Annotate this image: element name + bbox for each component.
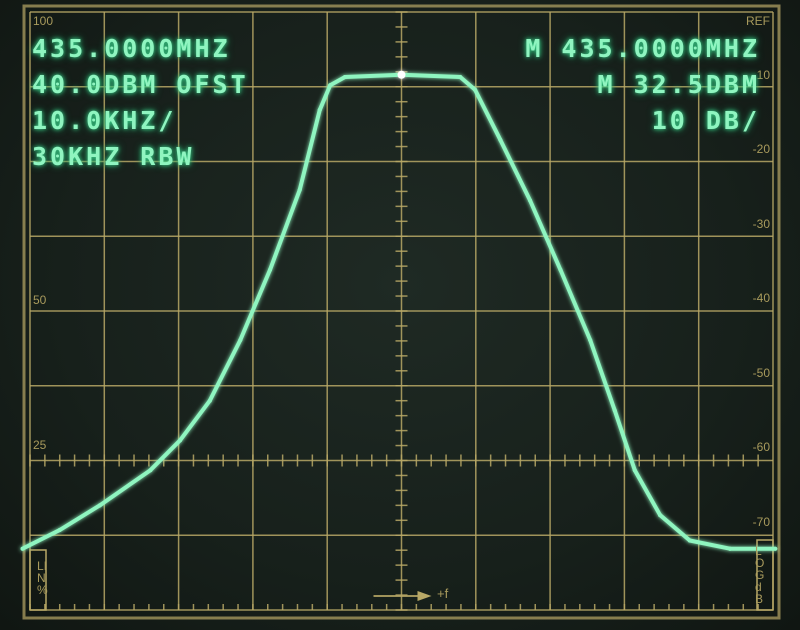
- trace-segment: [473, 87, 503, 142]
- reference-offset-readout: 40.0DBM OFST: [32, 70, 249, 99]
- trace-point: [238, 338, 243, 343]
- right-label-40: -40: [752, 291, 770, 305]
- trace-point: [473, 87, 478, 92]
- trace-point: [267, 267, 272, 272]
- trace-point: [658, 513, 663, 518]
- trace-point: [612, 408, 617, 413]
- lin-label-box: [29, 549, 47, 611]
- right-label-60: -60: [752, 440, 770, 454]
- marker-frequency-readout: M 435.0000MHZ: [525, 34, 760, 63]
- trace-segment: [687, 538, 732, 551]
- trace-segment: [238, 267, 272, 343]
- trace-segment: [20, 528, 62, 551]
- rbw-readout: 30KHZ RBW: [32, 142, 195, 171]
- trace-segment: [178, 398, 212, 443]
- center-frequency-readout: 435.0000MHZ: [32, 34, 231, 63]
- trace-point: [588, 338, 593, 343]
- trace-segment: [297, 107, 322, 192]
- trace-point: [632, 468, 637, 473]
- marker-level-readout: M 32.5DBM: [597, 70, 760, 99]
- trace-point: [178, 438, 183, 443]
- right-label-20: -20: [752, 142, 770, 156]
- trace-segment: [343, 72, 404, 80]
- trace-segment: [148, 438, 183, 473]
- right-label-10: 10: [756, 68, 770, 82]
- trace-segment: [498, 137, 533, 203]
- scale-readout: 10 DB/: [651, 106, 760, 135]
- trace-segment: [267, 187, 302, 272]
- trace-point: [773, 546, 778, 551]
- trace-point: [317, 107, 322, 112]
- trace-point: [148, 468, 153, 473]
- trace-point: [528, 198, 533, 203]
- trace-segment: [328, 75, 348, 88]
- trace-point: [727, 546, 732, 551]
- trace-segment: [399, 72, 463, 80]
- trace-segment: [207, 338, 243, 403]
- right-label-70: -70: [752, 515, 770, 529]
- trace-segment: [57, 503, 102, 533]
- left-label-50: 50: [33, 293, 47, 307]
- trace-segment: [317, 83, 333, 112]
- log-label-box: [756, 539, 774, 611]
- trace-point: [20, 546, 25, 551]
- trace-point: [297, 187, 302, 192]
- trace-point: [498, 137, 503, 142]
- trace-point: [328, 83, 333, 88]
- right-label-50: -50: [752, 366, 770, 380]
- freq-arrow-label: +f: [437, 586, 449, 601]
- trace-segment: [632, 468, 663, 518]
- log-db-label: LOG dB: [755, 544, 765, 606]
- left-label-100: 100: [33, 14, 54, 28]
- trace-point: [343, 75, 348, 80]
- trace-segment: [658, 513, 692, 543]
- trace-point: [458, 75, 463, 80]
- trace-segment: [612, 408, 637, 473]
- trace-point: [97, 503, 102, 508]
- lin-percent-label: LIN %: [37, 559, 48, 597]
- trace-point: [57, 528, 62, 533]
- trace-point: [558, 267, 563, 272]
- trace-point: [207, 398, 212, 403]
- left-label-25: 25: [33, 438, 47, 452]
- freq-arrow-icon: [417, 591, 432, 601]
- trace-segment: [588, 338, 617, 413]
- trace-point: [687, 538, 692, 543]
- trace-segment: [97, 468, 153, 508]
- marker-dot: [397, 70, 406, 79]
- trace-segment: [558, 267, 593, 343]
- trace-segment: [458, 75, 478, 92]
- span-per-division-readout: 10.0KHZ/: [32, 106, 177, 135]
- graticule-frame: [22, 4, 781, 620]
- trace-segment: [528, 198, 563, 272]
- right-label-ref: REF: [746, 14, 770, 28]
- right-label-30: -30: [752, 217, 770, 231]
